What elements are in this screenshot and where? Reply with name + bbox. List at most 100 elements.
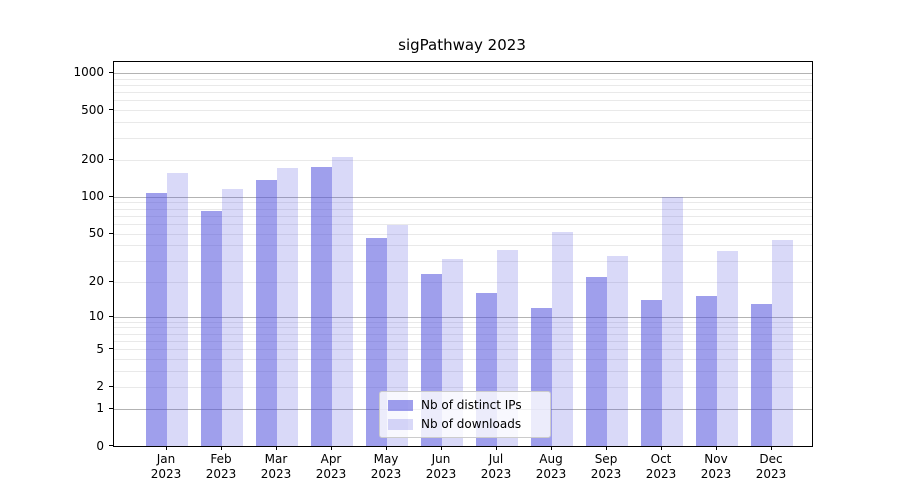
bar-ips-feb <box>201 210 222 446</box>
y-tick-label: 20 <box>88 274 104 289</box>
bar-ips-mar <box>256 179 277 446</box>
gridline-minor <box>114 122 812 124</box>
x-tick-mark <box>496 446 497 450</box>
y-tick-label: 5 <box>96 341 104 356</box>
gridline-minor <box>114 137 812 139</box>
x-tick-label-jul: Jul 2023 <box>480 452 512 481</box>
x-tick-label-dec: Dec 2023 <box>755 452 787 481</box>
y-tick-label: 1000 <box>73 65 104 80</box>
plot-area: Nb of distinct IPs Nb of downloads <box>113 61 813 447</box>
bar-ips-sep <box>586 276 607 446</box>
chart-title: sigPathway 2023 <box>398 36 526 54</box>
gridline-minor <box>114 224 812 225</box>
gridline-minor <box>114 333 812 335</box>
y-tick-mark <box>109 158 113 160</box>
legend-label-distinct-ips: Nb of distinct IPs <box>421 398 522 412</box>
x-tick-mark <box>221 446 222 450</box>
gridline-minor <box>114 100 812 102</box>
bar-downloads-apr <box>332 157 353 446</box>
x-tick-label-aug: Aug 2023 <box>535 452 567 481</box>
y-tick-mark <box>109 195 113 197</box>
x-tick-label-jun: Jun 2023 <box>425 452 457 481</box>
x-tick-label-may: May 2023 <box>370 452 402 481</box>
gridline-minor <box>114 386 812 388</box>
x-tick-mark <box>551 446 552 450</box>
bar-ips-nov <box>696 296 717 446</box>
x-tick-label-nov: Nov 2023 <box>700 452 732 481</box>
legend-swatch-downloads <box>388 418 413 430</box>
legend: Nb of distinct IPs Nb of downloads <box>379 391 551 438</box>
gridline-minor <box>114 260 812 262</box>
y-tick-label: 50 <box>88 226 104 241</box>
y-tick-mark <box>109 280 113 282</box>
gridline-minor <box>114 349 812 351</box>
y-tick-mark <box>109 315 113 317</box>
gridline-minor <box>114 92 812 94</box>
bar-ips-apr <box>311 167 332 446</box>
y-tick-label: 2 <box>96 379 104 394</box>
y-tick-label: 10 <box>88 309 104 323</box>
gridline-minor <box>114 159 812 161</box>
y-tick-label: 200 <box>81 152 104 167</box>
bar-downloads-nov <box>717 251 738 446</box>
bar-downloads-jan <box>167 172 188 446</box>
gridline-minor <box>114 233 812 235</box>
bar-ips-jan <box>146 193 167 446</box>
y-tick-mark <box>109 232 113 234</box>
x-tick-label-feb: Feb 2023 <box>205 452 237 481</box>
bar-ips-oct <box>641 299 662 446</box>
y-tick-mark <box>109 385 113 387</box>
x-tick-mark <box>606 446 607 450</box>
x-tick-label-apr: Apr 2023 <box>315 452 347 481</box>
x-tick-label-mar: Mar 2023 <box>260 452 292 481</box>
y-tick-label: 100 <box>81 189 104 204</box>
gridline-minor <box>114 371 812 373</box>
bar-downloads-dec <box>772 240 793 446</box>
gridline-minor <box>114 321 812 323</box>
y-tick-label: 0 <box>96 438 104 453</box>
gridline-minor <box>114 84 812 86</box>
bar-downloads-may <box>387 224 408 446</box>
gridline-major <box>114 316 812 318</box>
legend-label-downloads: Nb of downloads <box>421 417 522 431</box>
gridline-minor <box>114 215 812 217</box>
legend-swatch-ips <box>388 399 413 411</box>
bar-downloads-aug <box>552 231 573 446</box>
x-tick-mark <box>441 446 442 450</box>
gridline-minor <box>114 245 812 247</box>
y-tick-mark <box>109 348 113 350</box>
legend-item-distinct-ips: Nb of distinct IPs <box>388 398 542 412</box>
gridline-minor <box>114 340 812 342</box>
gridline-minor <box>114 78 812 80</box>
y-tick-mark <box>109 445 113 446</box>
gridline-minor <box>114 202 812 204</box>
legend-item-downloads: Nb of downloads <box>388 417 542 431</box>
bar-downloads-feb <box>222 188 243 446</box>
gridline-major <box>114 72 812 74</box>
y-tick-label: 500 <box>81 102 104 117</box>
x-tick-label-jan: Jan 2023 <box>150 452 182 481</box>
gridline-minor <box>114 110 812 112</box>
gridline-minor <box>114 327 812 329</box>
bar-downloads-mar <box>277 168 298 446</box>
x-tick-mark <box>166 446 167 450</box>
y-tick-mark <box>109 407 113 409</box>
gridline-major <box>114 196 812 198</box>
x-tick-mark <box>276 446 277 450</box>
gridline-minor <box>114 208 812 210</box>
bar-downloads-oct <box>662 196 683 446</box>
x-tick-label-sep: Sep 2023 <box>590 452 622 481</box>
bar-downloads-sep <box>607 255 628 446</box>
gridline-minor <box>114 359 812 361</box>
x-tick-mark <box>771 446 772 450</box>
x-tick-mark <box>661 446 662 450</box>
y-tick-mark <box>109 71 113 73</box>
y-tick-mark <box>109 109 113 111</box>
gridline-minor <box>114 281 812 283</box>
x-tick-mark <box>386 446 387 450</box>
bar-ips-dec <box>751 303 772 446</box>
x-tick-mark <box>716 446 717 450</box>
x-tick-mark <box>331 446 332 450</box>
y-tick-label: 1 <box>96 401 104 416</box>
